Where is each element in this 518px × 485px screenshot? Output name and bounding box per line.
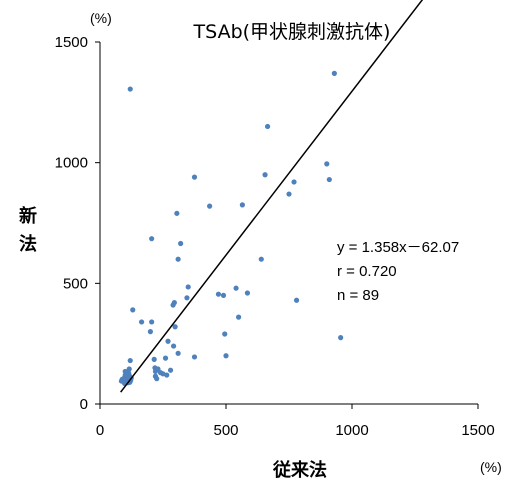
- x-tick-label: 1500: [461, 422, 494, 439]
- data-point: [154, 376, 160, 382]
- data-point: [191, 354, 198, 360]
- data-point: [155, 366, 161, 372]
- data-point: [127, 357, 133, 364]
- data-point: [233, 285, 239, 291]
- data-point: [222, 331, 228, 337]
- y-tick-label: 500: [63, 275, 88, 292]
- annotation-r: r = 0.720: [337, 263, 397, 280]
- x-axis-unit: (%): [480, 459, 502, 475]
- data-point: [149, 319, 155, 325]
- y-axis-ticks: 0 500 1000 1500: [55, 34, 100, 413]
- data-point: [338, 335, 344, 341]
- data-point: [184, 295, 190, 301]
- y-tick-label: 1500: [55, 34, 88, 51]
- data-point: [175, 256, 181, 262]
- data-point: [239, 202, 245, 208]
- x-axis-title: 従来法: [272, 459, 327, 481]
- data-point: [223, 353, 229, 359]
- data-point: [262, 172, 268, 178]
- data-point: [178, 240, 184, 247]
- x-tick-label: 500: [213, 422, 238, 439]
- data-point: [220, 292, 227, 298]
- data-point: [127, 86, 133, 92]
- data-point: [170, 343, 177, 349]
- data-points: [118, 70, 344, 387]
- data-point: [164, 372, 170, 378]
- data-point: [126, 366, 132, 372]
- data-point: [291, 179, 297, 185]
- data-point: [264, 123, 271, 130]
- y-tick-label: 0: [80, 396, 88, 413]
- data-point: [172, 324, 178, 330]
- data-point: [151, 356, 157, 362]
- data-point: [149, 236, 155, 242]
- annotation-n: n = 89: [337, 287, 379, 304]
- data-point: [175, 350, 181, 356]
- regression-line: [120, 0, 424, 393]
- data-point: [191, 174, 198, 180]
- x-tick-label: 1000: [335, 422, 368, 439]
- x-tick-label: 0: [96, 422, 104, 439]
- data-point: [165, 338, 171, 344]
- data-point: [138, 319, 145, 325]
- data-point: [215, 291, 222, 297]
- data-point: [244, 290, 251, 296]
- data-point: [258, 256, 264, 262]
- y-axis-unit: (%): [90, 10, 112, 26]
- data-point: [293, 297, 300, 303]
- data-point: [185, 284, 191, 290]
- y-axis-title-line2: 法: [19, 233, 37, 255]
- data-point: [147, 329, 153, 335]
- data-point: [331, 70, 337, 76]
- data-point: [167, 367, 174, 373]
- data-point: [324, 161, 330, 167]
- y-tick-label: 1000: [55, 155, 88, 172]
- data-point: [326, 176, 332, 183]
- data-point: [207, 203, 213, 209]
- annotation-equation: y = 1.358x－62.07: [337, 239, 459, 256]
- data-point: [122, 368, 128, 375]
- data-point: [286, 191, 292, 197]
- data-point: [162, 355, 169, 361]
- y-axis-title-line1: 新: [19, 205, 37, 227]
- data-point: [130, 307, 136, 313]
- data-point: [236, 314, 242, 320]
- x-axis-ticks: 0 500 1000 1500: [96, 404, 495, 439]
- chart-title: TSAb(甲状腺刺激抗体): [193, 21, 391, 43]
- data-point: [171, 300, 177, 306]
- data-point: [174, 210, 180, 216]
